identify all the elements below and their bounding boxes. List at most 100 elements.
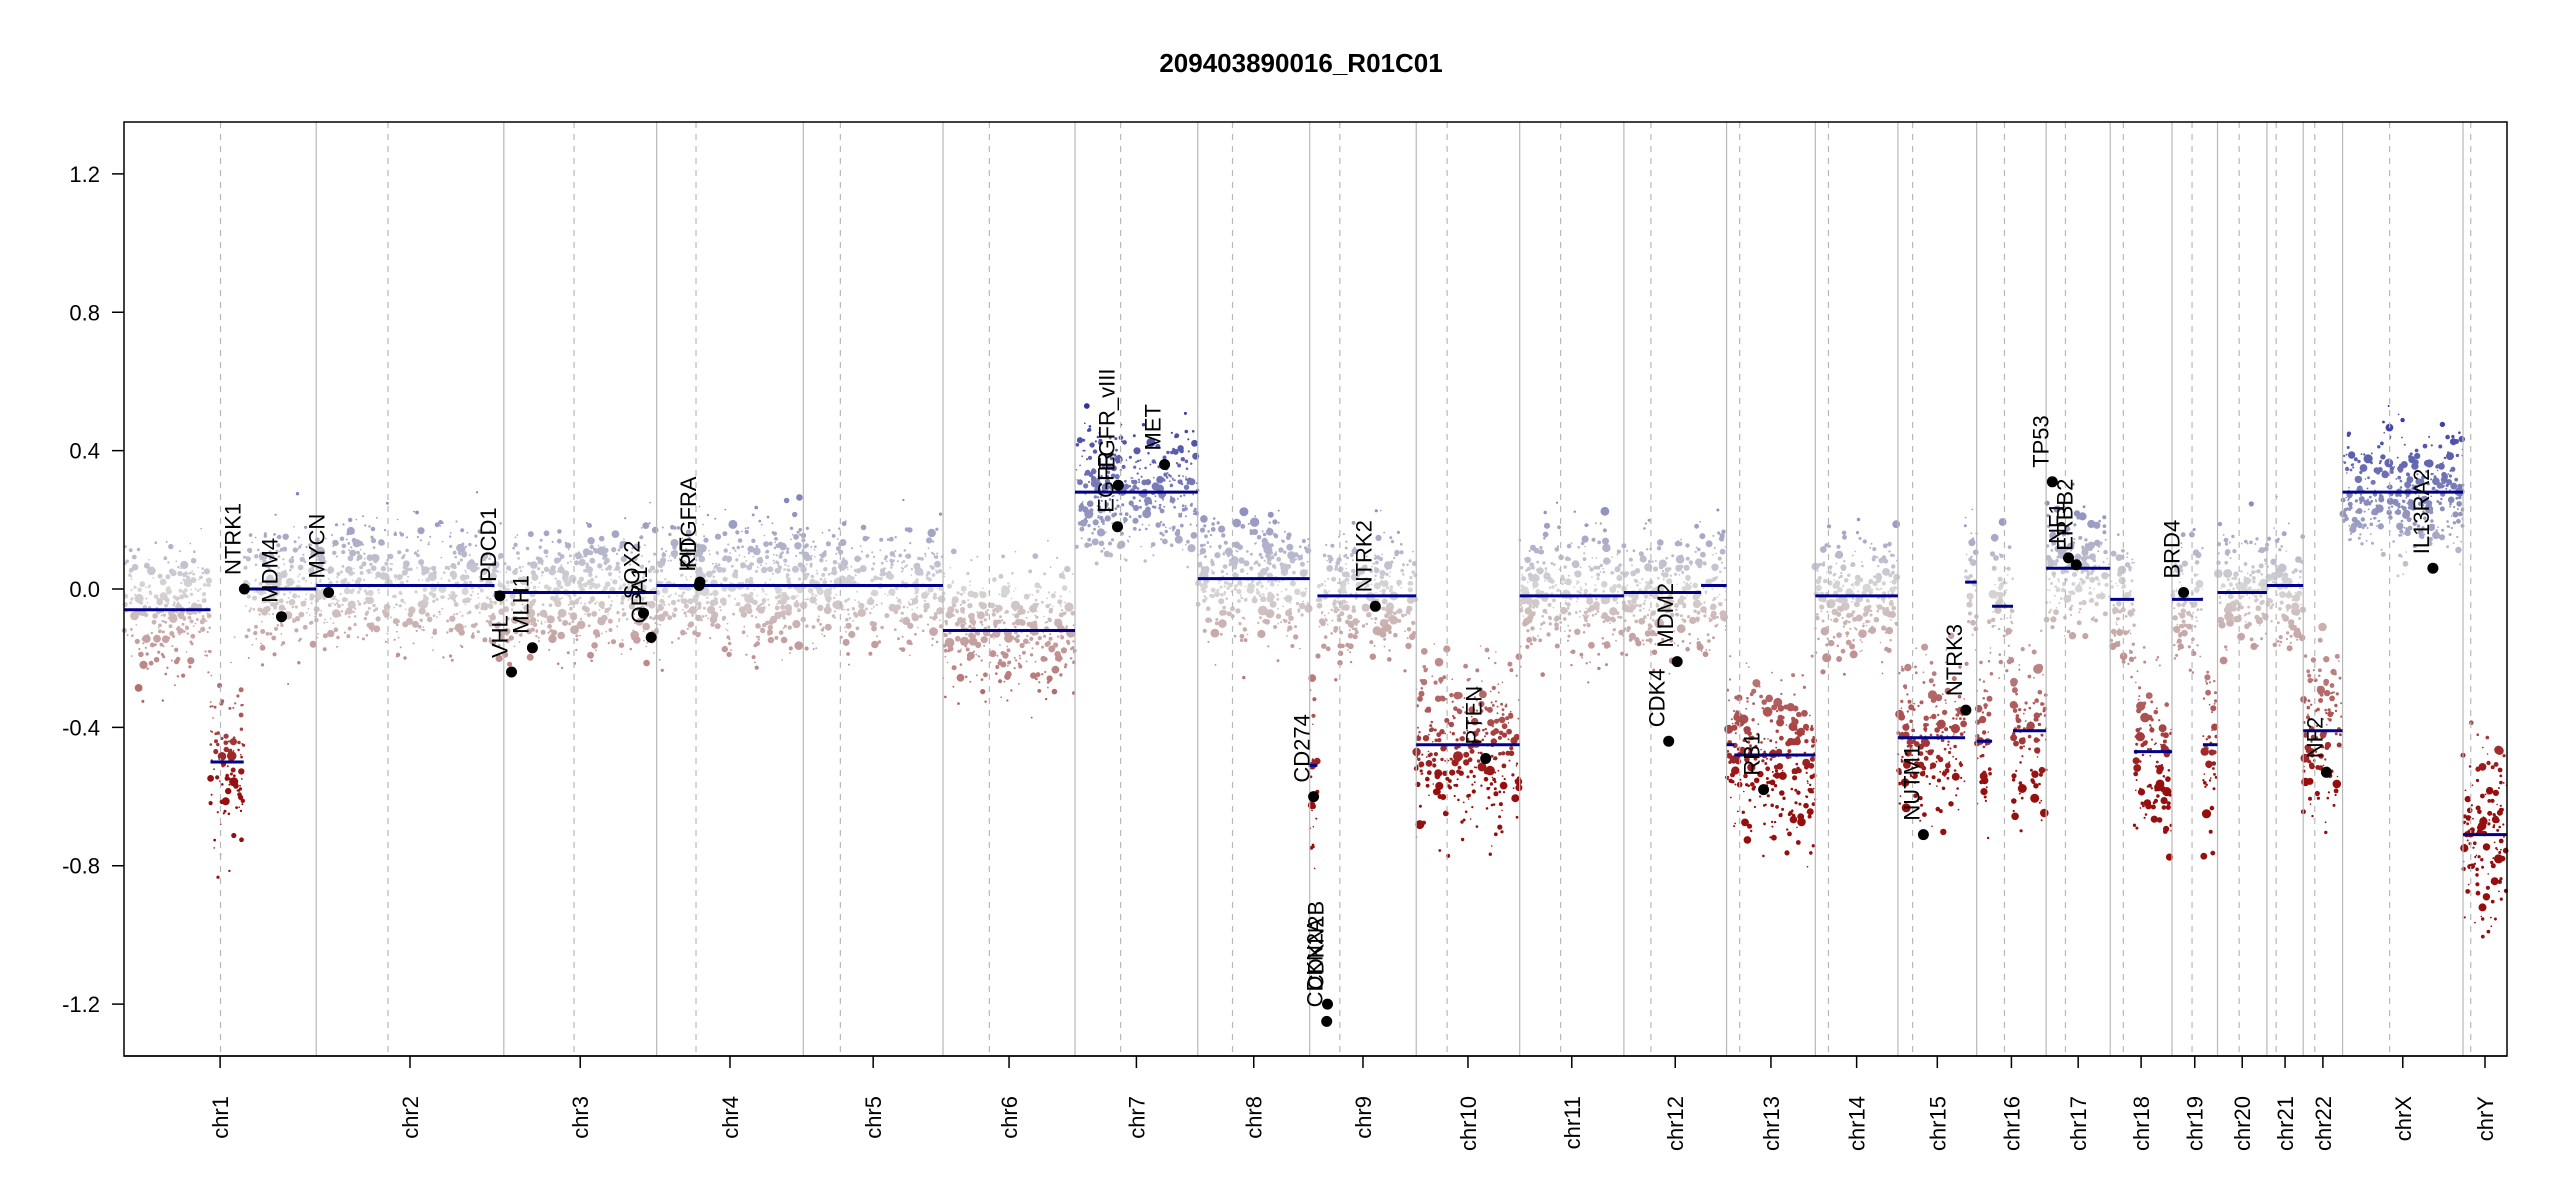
probe-point [327,629,335,638]
probe-point [1730,718,1733,721]
probe-point [1569,598,1572,601]
probe-point [744,529,749,535]
probe-point [363,601,367,605]
probe-point [484,555,487,558]
probe-point [1012,590,1015,592]
probe-point [353,622,357,627]
probe-point [773,620,777,624]
probe-point [812,642,814,644]
probe-point [845,618,849,622]
probe-point [1544,567,1548,570]
probe-point [640,527,643,529]
probe-point [192,625,195,627]
probe-point [554,595,559,600]
probe-point [639,596,645,602]
probe-point [180,567,182,570]
probe-point [1099,515,1104,521]
probe-point [664,578,667,581]
probe-point [308,543,312,547]
probe-point [722,570,725,573]
probe-point [585,522,589,525]
probe-point [785,573,790,577]
probe-point [251,644,254,646]
probe-point [475,562,479,567]
probe-point [674,592,677,595]
probe-point [454,555,458,559]
probe-point [804,646,809,651]
probe-point [1070,611,1076,616]
probe-point [706,596,709,599]
probe-point [1418,804,1422,808]
probe-point [650,588,653,592]
probe-point [657,613,666,622]
probe-point [1388,649,1391,652]
probe-point [530,570,536,576]
probe-point [620,556,627,563]
probe-point [1615,639,1617,642]
probe-point [1187,544,1196,553]
probe-point [207,650,210,653]
probe-point [954,621,960,627]
probe-point [847,613,850,616]
probe-point [1715,552,1717,555]
probe-point [1084,422,1086,425]
probe-point [537,612,540,616]
probe-point [492,612,495,616]
probe-point [1003,680,1006,683]
probe-point [861,550,863,553]
probe-point [487,620,493,625]
probe-point [774,605,780,611]
probe-point [340,570,343,574]
probe-point [1218,582,1220,585]
probe-point [208,580,211,583]
probe-point [964,675,968,679]
probe-point [1311,843,1315,847]
probe-point [712,575,716,579]
probe-point [1376,568,1379,571]
probe-point [1240,584,1243,587]
probe-point [1271,564,1276,569]
probe-point [468,542,472,547]
probe-point [546,615,555,624]
probe-point [1174,435,1178,439]
probe-point [339,592,342,596]
probe-point [205,577,212,584]
probe-point [148,590,152,594]
probe-point [1050,650,1052,653]
probe-point [1210,587,1216,593]
probe-point [968,626,970,629]
probe-point [168,543,174,550]
probe-point [1351,608,1357,613]
probe-point [280,623,284,628]
probe-point [1685,583,1692,591]
probe-point [1035,672,1041,678]
probe-point [1080,537,1083,540]
probe-point [1209,533,1213,537]
probe-point [1000,661,1007,668]
probe-point [607,641,610,645]
probe-point [825,560,827,562]
probe-point [1345,563,1347,565]
probe-point [1206,541,1210,544]
probe-point [1587,681,1590,684]
probe-point [529,617,537,624]
probe-point [1094,540,1098,544]
probe-point [258,551,268,561]
probe-point [1527,572,1533,578]
probe-point [967,599,970,602]
probe-point [460,528,465,533]
probe-point [1489,782,1494,786]
probe-point [1379,509,1382,512]
probe-point [1239,568,1245,573]
probe-point [367,589,374,597]
probe-point [1433,643,1436,645]
probe-point [131,634,134,637]
probe-point [341,565,345,568]
probe-point [1085,458,1089,461]
probe-point [1503,777,1506,781]
probe-point [737,538,743,543]
probe-point [1262,532,1267,537]
probe-point [241,703,244,706]
probe-point [835,593,838,596]
probe-point [1705,649,1708,651]
